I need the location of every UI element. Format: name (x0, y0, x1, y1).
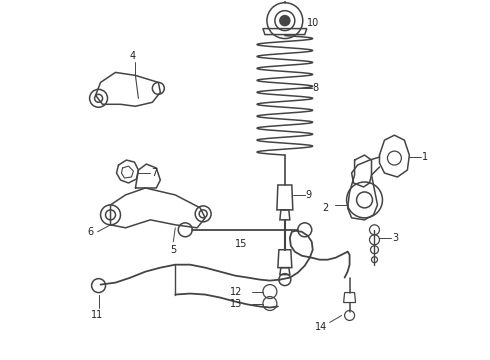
Text: 12: 12 (230, 287, 242, 297)
Text: 9: 9 (306, 190, 312, 200)
Text: 13: 13 (230, 298, 242, 309)
Text: 1: 1 (422, 152, 428, 162)
Text: 11: 11 (91, 310, 103, 320)
Text: 8: 8 (313, 84, 319, 93)
Text: 15: 15 (235, 239, 247, 249)
Text: 6: 6 (88, 227, 94, 237)
Text: 4: 4 (129, 51, 136, 62)
Text: 14: 14 (315, 323, 327, 332)
Text: 2: 2 (323, 203, 329, 213)
Text: 7: 7 (151, 168, 158, 178)
Text: 5: 5 (171, 245, 176, 255)
Text: 3: 3 (392, 233, 398, 243)
Circle shape (280, 15, 290, 26)
Text: 10: 10 (307, 18, 319, 28)
